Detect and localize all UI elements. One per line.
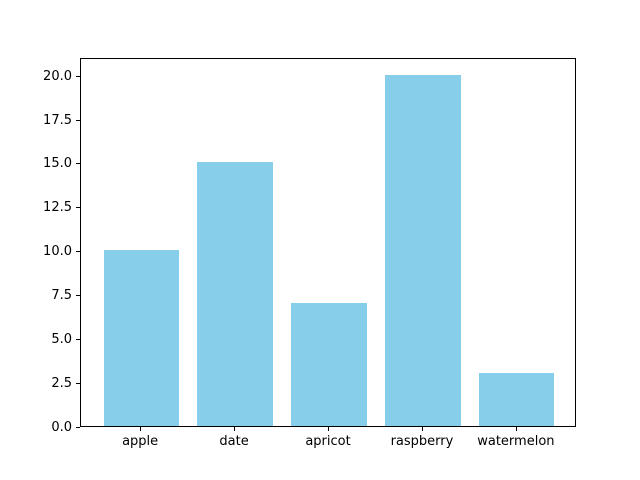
bar-raspberry bbox=[385, 74, 461, 426]
y-tick-label-2.5: 2.5 bbox=[51, 376, 72, 392]
bar-watermelon bbox=[479, 373, 555, 426]
y-tick-label-12.5: 12.5 bbox=[43, 200, 72, 216]
y-tick-15.0 bbox=[76, 163, 80, 165]
y-tick-12.5 bbox=[76, 207, 80, 209]
bar-apple bbox=[103, 250, 179, 426]
y-tick-label-5.0: 5.0 bbox=[51, 332, 72, 348]
y-tick-label-17.5: 17.5 bbox=[43, 112, 72, 128]
y-tick-label-7.5: 7.5 bbox=[51, 288, 72, 304]
y-tick-7.5 bbox=[76, 295, 80, 297]
plot-area bbox=[80, 58, 576, 427]
x-tick-watermelon bbox=[515, 427, 517, 431]
x-tick-date bbox=[234, 427, 236, 431]
y-tick-label-20.0: 20.0 bbox=[43, 68, 72, 84]
x-tick-apricot bbox=[328, 427, 329, 431]
x-tick-raspberry bbox=[421, 427, 423, 431]
x-tick-label-raspberry: raspberry bbox=[390, 434, 454, 449]
y-tick-5.0 bbox=[76, 339, 80, 341]
y-tick-20.0 bbox=[76, 75, 80, 77]
y-tick-2.5 bbox=[76, 383, 80, 385]
bar-date bbox=[197, 162, 273, 426]
x-tick-label-watermelon: watermelon bbox=[477, 434, 555, 449]
x-tick-label-apricot: apricot bbox=[305, 434, 351, 449]
y-tick-10.0 bbox=[76, 251, 80, 253]
y-tick-0.0 bbox=[76, 427, 80, 428]
y-tick-label-10.0: 10.0 bbox=[43, 244, 72, 260]
y-tick-label-15.0: 15.0 bbox=[43, 156, 72, 172]
x-tick-label-date: date bbox=[219, 434, 249, 449]
x-tick-apple bbox=[140, 427, 142, 431]
y-tick-label-0.0: 0.0 bbox=[51, 420, 72, 435]
bar-apricot bbox=[291, 303, 367, 426]
x-tick-label-apple: apple bbox=[122, 434, 159, 449]
y-tick-17.5 bbox=[76, 119, 80, 121]
